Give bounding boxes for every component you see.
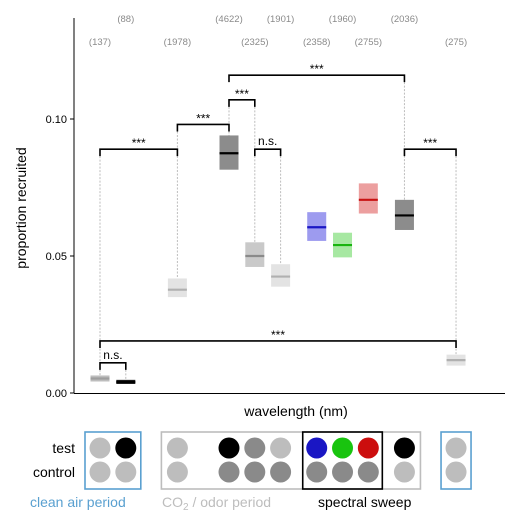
significance-label: n.s. xyxy=(258,134,277,148)
y-tick-label: 0.00 xyxy=(46,388,67,400)
box-14.8 xyxy=(446,354,466,366)
box-2 xyxy=(116,379,136,384)
test-dot xyxy=(306,437,328,459)
significance-label: *** xyxy=(196,111,210,125)
axes: 0.00 0.05 0.10 xyxy=(46,18,505,400)
sample-size-label: (275) xyxy=(445,37,467,48)
significance-label: *** xyxy=(271,328,285,342)
test-dot xyxy=(270,437,292,459)
sample-size-labels: (137) (88) (1978) (4622) (2325) (1901) (2358) (… xyxy=(89,14,467,48)
x-axis-label: wavelength (nm) xyxy=(243,403,348,419)
control-dot xyxy=(306,461,328,483)
significance-brackets: n.s. *** *** *** n.s. *** *** *** xyxy=(99,62,457,370)
box-body xyxy=(358,183,378,214)
control-dot xyxy=(445,461,467,483)
control-dot xyxy=(357,461,379,483)
sample-size-label: (4622) xyxy=(215,14,242,25)
test-dot xyxy=(244,437,266,459)
significance-label: *** xyxy=(235,87,249,101)
control-dot xyxy=(244,461,266,483)
significance-label: n.s. xyxy=(103,348,122,362)
y-tick-label: 0.05 xyxy=(46,251,67,263)
box-11.4 xyxy=(358,183,378,214)
significance-label: *** xyxy=(423,136,437,150)
test-dot xyxy=(115,437,137,459)
sample-size-label: (2036) xyxy=(391,14,418,25)
sample-size-label: (137) xyxy=(89,37,111,48)
test-dot xyxy=(89,437,111,459)
legend-group-box xyxy=(160,431,422,490)
bracket: n.s. xyxy=(99,348,127,370)
test-dot xyxy=(357,437,379,459)
legend-group-label: clean air period xyxy=(30,494,126,510)
sample-size-label: (2755) xyxy=(355,37,382,48)
control-dot xyxy=(393,461,415,483)
box-8 xyxy=(271,264,291,287)
bracket-line xyxy=(99,362,127,370)
sample-size-label: (88) xyxy=(117,14,134,25)
bracket-line xyxy=(254,148,282,157)
box-6 xyxy=(219,135,239,170)
significance-label: *** xyxy=(132,136,146,150)
sample-size-label: (1901) xyxy=(267,14,294,25)
test-dot xyxy=(332,437,354,459)
legend-group-box xyxy=(301,431,384,490)
sample-size-label: (2325) xyxy=(241,37,268,48)
box-7 xyxy=(245,242,265,267)
sample-size-label: (2358) xyxy=(303,37,330,48)
significance-label: *** xyxy=(310,62,324,76)
control-dot xyxy=(270,461,292,483)
bracket: *** xyxy=(176,111,230,132)
condition-legend: test control clean air period CO2 / odor pe… xyxy=(30,431,472,513)
bracket-line xyxy=(99,340,457,348)
test-dot xyxy=(166,437,188,459)
legend-row-label: test xyxy=(52,440,75,456)
control-dot xyxy=(332,461,354,483)
sample-size-label: (1960) xyxy=(329,14,356,25)
y-tick-label: 0.10 xyxy=(46,114,67,126)
bracket-line xyxy=(228,99,256,107)
y-axis-label: proportion recruited xyxy=(13,147,29,268)
control-dot xyxy=(89,461,111,483)
boxes xyxy=(90,135,466,384)
legend-group-box xyxy=(84,431,142,490)
box-12.8 xyxy=(394,199,414,230)
box-4 xyxy=(167,278,187,298)
test-dot xyxy=(393,437,415,459)
bracket: *** xyxy=(99,328,457,348)
bracket-line xyxy=(228,74,406,83)
bracket-line xyxy=(99,148,179,157)
test-dot xyxy=(445,437,467,459)
legend-group-label: spectral sweep xyxy=(318,494,412,510)
legend-group-label: CO2 / odor period xyxy=(162,494,271,513)
control-dot xyxy=(166,461,188,483)
legend-group-box xyxy=(440,431,472,490)
box-body xyxy=(167,278,187,298)
bracket: *** xyxy=(228,87,256,107)
bracket: n.s. xyxy=(254,134,282,157)
box-body xyxy=(245,242,265,267)
legend-row-label: control xyxy=(33,464,75,480)
sample-size-label: (1978) xyxy=(164,37,191,48)
box-10.4 xyxy=(333,232,353,258)
control-dot xyxy=(115,461,137,483)
control-dot xyxy=(218,461,240,483)
bracket-line xyxy=(176,123,230,132)
test-dot xyxy=(218,437,240,459)
bracket: *** xyxy=(403,136,457,157)
bracket: *** xyxy=(228,62,406,83)
box-1 xyxy=(90,375,110,382)
bracket: *** xyxy=(99,136,179,157)
bracket-line xyxy=(403,148,457,157)
box-9.4 xyxy=(307,212,327,241)
